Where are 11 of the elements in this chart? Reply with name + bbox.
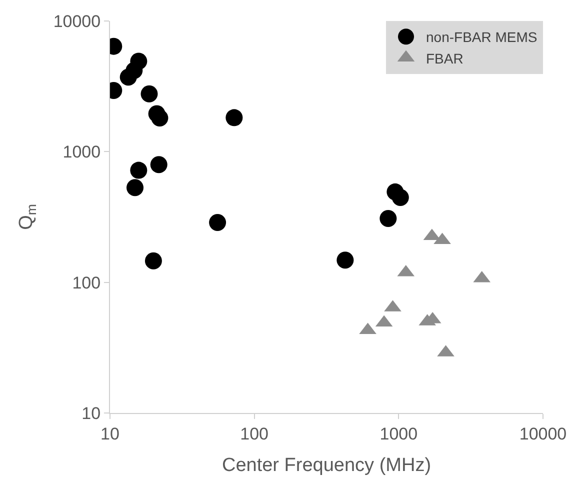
x-tick-label: 10000	[519, 424, 567, 444]
x-tick-label: 10	[100, 424, 120, 444]
x-tick-label: 100	[240, 424, 269, 444]
y-tick-label: 100	[72, 273, 101, 292]
y-tick-label: 10000	[53, 12, 101, 31]
y-tick-label: 10	[82, 404, 101, 423]
x-tick-label: 1000	[380, 424, 418, 444]
x-axis-title: Center Frequency (MHz)	[222, 455, 432, 476]
y-tick-label: 1000	[62, 142, 101, 162]
legend-label: FBAR	[426, 50, 464, 66]
legend-label: non-FBAR MEMS	[426, 29, 538, 46]
